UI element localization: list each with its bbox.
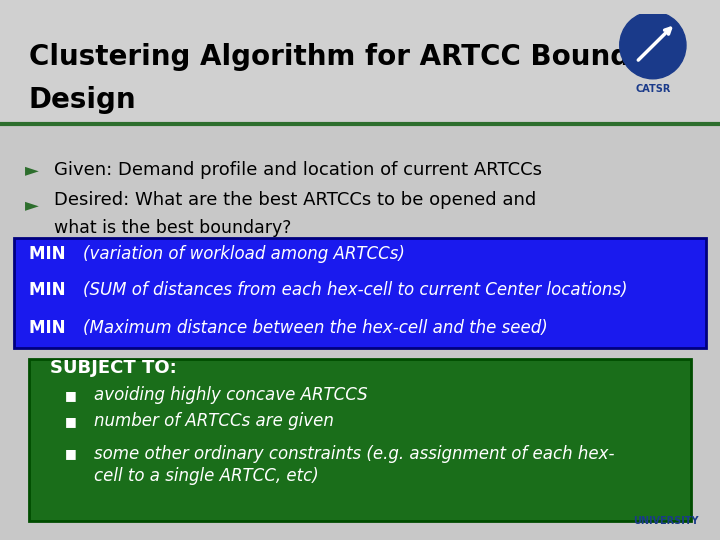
FancyBboxPatch shape (29, 359, 691, 521)
Text: cell to a single ARTCC, etc): cell to a single ARTCC, etc) (94, 467, 318, 485)
Text: ►: ► (25, 161, 39, 179)
Text: UNIVERSITY: UNIVERSITY (633, 516, 698, 526)
Text: MIN: MIN (29, 245, 71, 263)
Text: CATSR: CATSR (635, 84, 670, 94)
Text: ■: ■ (65, 389, 76, 402)
Text: SUBJECT TO:: SUBJECT TO: (50, 359, 177, 377)
Text: ■: ■ (65, 415, 76, 428)
Text: MIN: MIN (29, 319, 71, 337)
Text: Desired: What are the best ARTCCs to be opened and: Desired: What are the best ARTCCs to be … (54, 191, 536, 209)
Text: Clustering Algorithm for ARTCC Boundary: Clustering Algorithm for ARTCC Boundary (29, 43, 680, 71)
Text: avoiding highly concave ARTCCS: avoiding highly concave ARTCCS (94, 386, 367, 404)
Text: number of ARTCCs are given: number of ARTCCs are given (94, 412, 333, 430)
Text: some other ordinary constraints (e.g. assignment of each hex-: some other ordinary constraints (e.g. as… (94, 444, 614, 463)
Text: Given: Demand profile and location of current ARTCCs: Given: Demand profile and location of cu… (54, 161, 542, 179)
Text: what is the best boundary?: what is the best boundary? (54, 219, 292, 237)
FancyBboxPatch shape (0, 0, 720, 124)
Text: MIN: MIN (29, 281, 71, 299)
Text: ■: ■ (65, 447, 76, 460)
Text: Design: Design (29, 86, 136, 114)
Text: ►: ► (25, 196, 39, 214)
Circle shape (620, 12, 686, 79)
Text: (Maximum distance between the hex-cell and the seed): (Maximum distance between the hex-cell a… (83, 319, 547, 337)
FancyBboxPatch shape (14, 238, 706, 348)
Text: (variation of workload among ARTCCs): (variation of workload among ARTCCs) (83, 245, 405, 263)
Text: (SUM of distances from each hex-cell to current Center locations): (SUM of distances from each hex-cell to … (83, 281, 627, 299)
